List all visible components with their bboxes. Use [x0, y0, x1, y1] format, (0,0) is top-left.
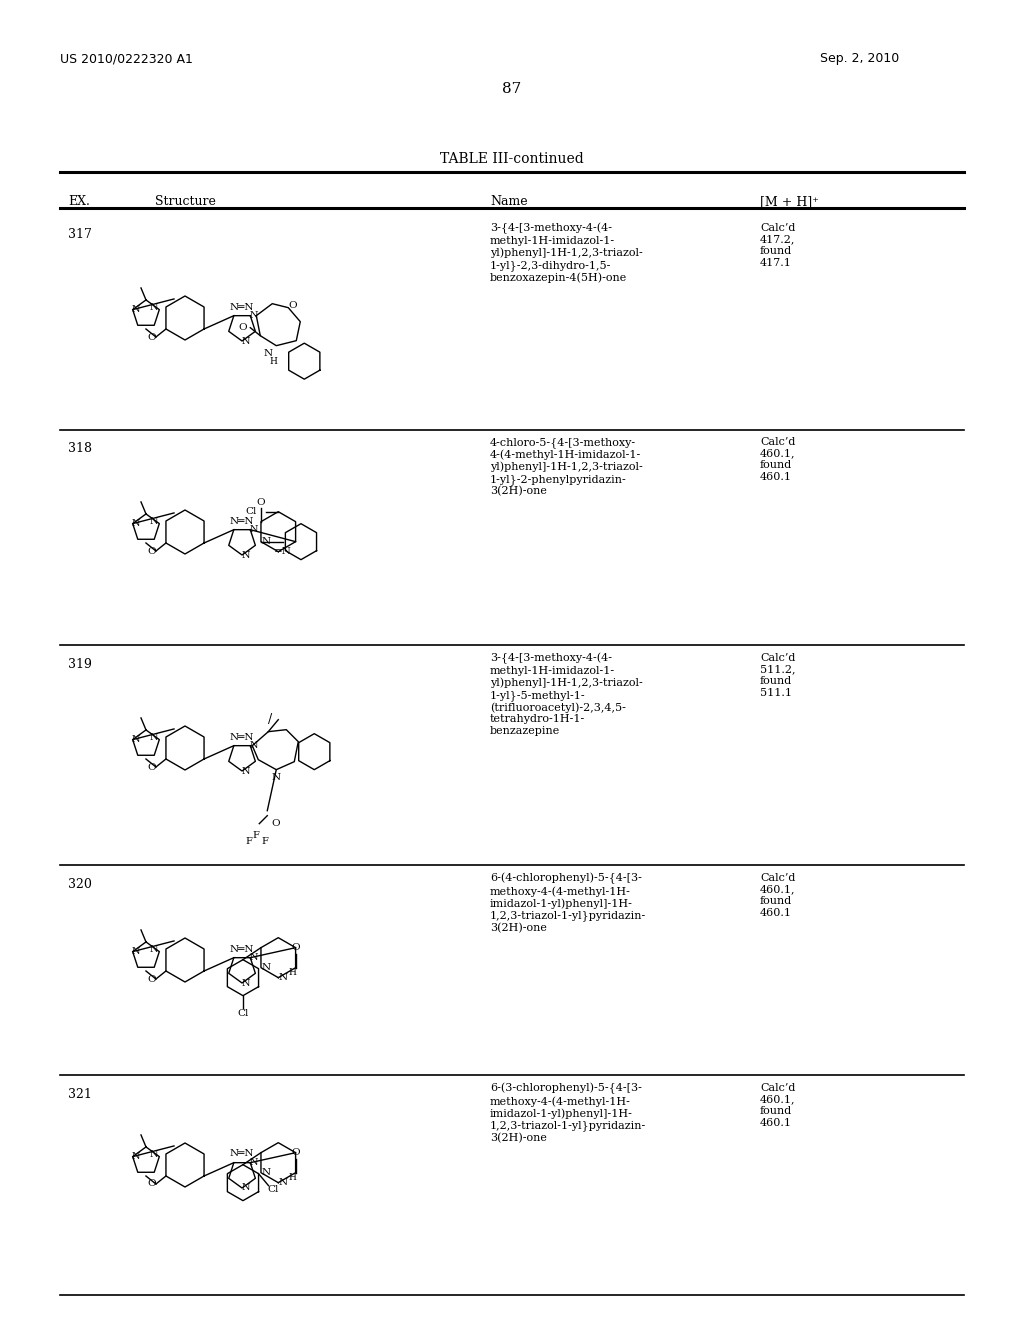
- Text: N: N: [242, 978, 250, 987]
- Text: N═N: N═N: [229, 945, 254, 953]
- Text: Calc’d
460.1,
found
460.1: Calc’d 460.1, found 460.1: [760, 873, 796, 917]
- Text: O: O: [147, 974, 157, 983]
- Text: N: N: [151, 1150, 159, 1159]
- Text: 319: 319: [68, 657, 92, 671]
- Text: N: N: [250, 1158, 258, 1167]
- Text: N═N: N═N: [229, 733, 254, 742]
- Text: N: N: [131, 735, 140, 744]
- Text: O: O: [291, 944, 300, 952]
- Text: TABLE III-continued: TABLE III-continued: [440, 152, 584, 166]
- Text: N: N: [151, 733, 159, 742]
- Text: N: N: [279, 1179, 288, 1187]
- Text: N═N: N═N: [229, 302, 254, 312]
- Text: N: N: [131, 305, 140, 314]
- Text: N: N: [242, 1184, 250, 1192]
- Text: O: O: [271, 820, 280, 828]
- Text: N: N: [242, 767, 250, 776]
- Text: N: N: [261, 537, 270, 546]
- Text: Calc’d
460.1,
found
460.1: Calc’d 460.1, found 460.1: [760, 1082, 796, 1127]
- Text: H: H: [289, 968, 296, 977]
- Text: Cl: Cl: [238, 1010, 249, 1018]
- Text: 3-{4-[3-methoxy-4-(4-
methyl-1H-imidazol-1-
yl)phenyl]-1H-1,2,3-triazol-
1-yl}-5: 3-{4-[3-methoxy-4-(4- methyl-1H-imidazol…: [490, 653, 643, 737]
- Text: N: N: [264, 350, 272, 358]
- Text: O: O: [238, 323, 247, 333]
- Text: F: F: [246, 837, 253, 846]
- Text: H: H: [289, 1173, 296, 1183]
- Text: N: N: [131, 1152, 140, 1162]
- Text: N═N: N═N: [229, 1150, 254, 1159]
- Text: N: N: [242, 550, 250, 560]
- Text: 4-chloro-5-{4-[3-methoxy-
4-(4-methyl-1H-imidazol-1-
yl)phenyl]-1H-1,2,3-triazol: 4-chloro-5-{4-[3-methoxy- 4-(4-methyl-1H…: [490, 437, 643, 496]
- Text: Sep. 2, 2010: Sep. 2, 2010: [820, 51, 899, 65]
- Text: 320: 320: [68, 878, 92, 891]
- Text: O: O: [257, 498, 265, 507]
- Text: =N: =N: [274, 548, 292, 556]
- Text: Calc’d
417.2,
found
417.1: Calc’d 417.2, found 417.1: [760, 223, 796, 268]
- Text: N: N: [261, 1168, 270, 1177]
- Text: Structure: Structure: [155, 195, 216, 209]
- Text: /: /: [268, 713, 272, 726]
- Text: N: N: [242, 337, 250, 346]
- Text: 3-{4-[3-methoxy-4-(4-
methyl-1H-imidazol-1-
yl)phenyl]-1H-1,2,3-triazol-
1-yl}-2: 3-{4-[3-methoxy-4-(4- methyl-1H-imidazol…: [490, 223, 643, 282]
- Text: Cl: Cl: [268, 1185, 280, 1195]
- Text: 6-(3-chlorophenyl)-5-{4-[3-
methoxy-4-(4-methyl-1H-
imidazol-1-yl)phenyl]-1H-
1,: 6-(3-chlorophenyl)-5-{4-[3- methoxy-4-(4…: [490, 1082, 646, 1143]
- Text: O: O: [288, 301, 297, 310]
- Text: N: N: [151, 945, 159, 954]
- Text: 318: 318: [68, 442, 92, 455]
- Text: H: H: [269, 358, 278, 366]
- Text: [M + H]⁺: [M + H]⁺: [760, 195, 819, 209]
- Text: N: N: [250, 525, 258, 535]
- Text: N: N: [271, 774, 281, 783]
- Text: F: F: [262, 837, 268, 846]
- Text: O: O: [147, 333, 157, 342]
- Text: N: N: [131, 948, 140, 956]
- Text: O: O: [147, 763, 157, 771]
- Text: N═N: N═N: [229, 516, 254, 525]
- Text: O: O: [147, 546, 157, 556]
- Text: N: N: [261, 964, 270, 972]
- Text: N: N: [151, 304, 159, 312]
- Text: Calc’d
460.1,
found
460.1: Calc’d 460.1, found 460.1: [760, 437, 796, 482]
- Text: N: N: [250, 953, 258, 962]
- Text: O: O: [291, 1148, 300, 1158]
- Text: Cl: Cl: [245, 507, 256, 516]
- Text: O: O: [147, 1180, 157, 1188]
- Text: 321: 321: [68, 1088, 92, 1101]
- Text: N: N: [250, 312, 258, 321]
- Text: US 2010/0222320 A1: US 2010/0222320 A1: [60, 51, 193, 65]
- Text: N: N: [279, 973, 288, 982]
- Text: 317: 317: [68, 228, 92, 242]
- Text: F: F: [253, 832, 260, 840]
- Text: N: N: [131, 519, 140, 528]
- Text: 87: 87: [503, 82, 521, 96]
- Text: Calc’d
511.2,
found
511.1: Calc’d 511.2, found 511.1: [760, 653, 796, 698]
- Text: EX.: EX.: [68, 195, 90, 209]
- Text: N: N: [151, 517, 159, 527]
- Text: Name: Name: [490, 195, 527, 209]
- Text: 6-(4-chlorophenyl)-5-{4-[3-
methoxy-4-(4-methyl-1H-
imidazol-1-yl)phenyl]-1H-
1,: 6-(4-chlorophenyl)-5-{4-[3- methoxy-4-(4…: [490, 873, 646, 933]
- Text: N: N: [250, 741, 258, 750]
